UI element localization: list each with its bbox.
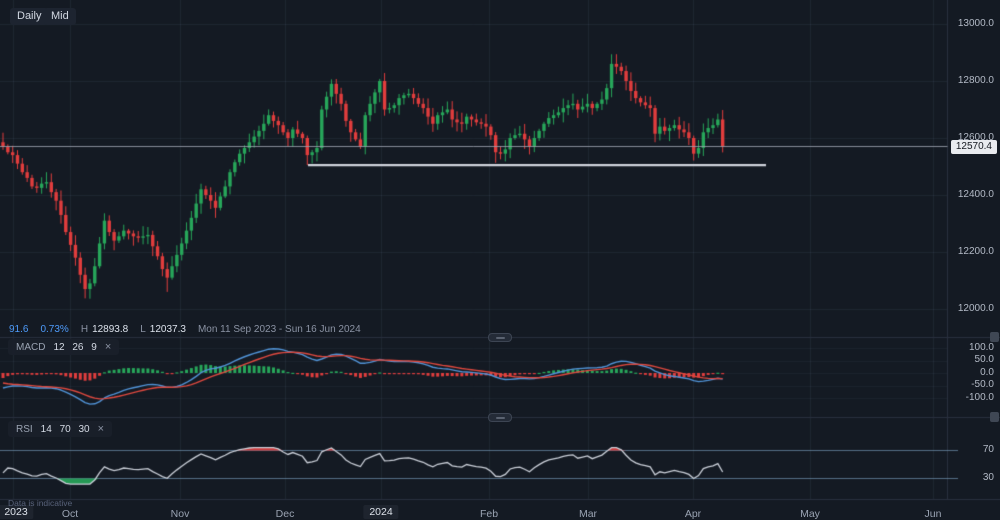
macd-axis-label: 0.0 [980, 367, 994, 378]
macd-label: MACD [16, 341, 46, 353]
data-indicative-note: Data is indicative [8, 498, 73, 508]
time-axis-year-label: 2023 [0, 505, 34, 519]
rsi-axis-grip[interactable] [990, 412, 999, 422]
legend-value: 91.6 [9, 324, 29, 335]
macd-params: 12 26 9 [53, 341, 97, 353]
time-axis-year-label: 2024 [363, 505, 399, 519]
time-axis-month-label: Jun [924, 508, 942, 520]
legend-low: L 12037.3 [140, 324, 186, 335]
time-axis-month-label: Nov [170, 508, 190, 520]
time-axis-month-label: May [800, 508, 820, 520]
macd-panel-resize-handle[interactable] [488, 333, 512, 342]
resize-grip-icon [495, 336, 505, 339]
price-mode-mid-button[interactable]: Mid [44, 8, 76, 25]
resize-grip-icon [495, 416, 505, 419]
macd-axis-label: 100.0 [968, 342, 994, 353]
time-axis-month-label: Dec [275, 508, 295, 520]
macd-close-icon[interactable]: × [104, 341, 112, 353]
legend-high: H 12893.8 [80, 324, 129, 335]
time-axis-month-label: Oct [61, 508, 79, 520]
macd-axis-label: 50.0 [974, 354, 994, 365]
legend-date-range: Mon 11 Sep 2023 - Sun 16 Jun 2024 [197, 324, 361, 335]
macd-axis-grip[interactable] [990, 332, 999, 342]
macd-axis-label: -100.0 [965, 392, 994, 403]
time-axis-month-label: Mar [578, 508, 598, 520]
rsi-legend: RSI 14 70 30 × [8, 421, 113, 437]
time-axis-month-label: Feb [479, 508, 499, 520]
rsi-close-icon[interactable]: × [97, 423, 105, 435]
timeframe-daily-button[interactable]: Daily [10, 8, 49, 25]
price-axis-label: 12800.0 [957, 75, 994, 86]
instrument-legend: 91.6 0.73% H 12893.8 L 12037.3 Mon 11 Sep … [9, 324, 361, 335]
price-axis-label: 13000.0 [957, 18, 994, 29]
rsi-params: 14 70 30 [40, 423, 90, 435]
price-axis-label: 12400.0 [957, 189, 994, 200]
rsi-axis-label: 30 [982, 472, 994, 483]
rsi-axis-label: 70 [982, 444, 994, 455]
current-price-badge: 12570.4 [950, 140, 997, 154]
time-axis-month-label: Apr [684, 508, 702, 520]
price-axis-label: 12200.0 [957, 246, 994, 257]
price-axis-label: 12000.0 [957, 303, 994, 314]
rsi-label: RSI [16, 423, 33, 435]
price-axis-label: 12600.0 [957, 132, 994, 143]
macd-axis-label: -50.0 [971, 379, 994, 390]
rsi-panel-resize-handle[interactable] [488, 413, 512, 422]
legend-change-percent: 0.73% [40, 324, 69, 335]
macd-legend: MACD 12 26 9 × [8, 339, 120, 355]
